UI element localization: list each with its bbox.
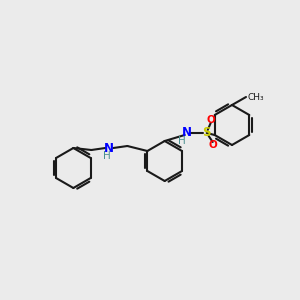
Text: O: O [208, 140, 217, 150]
Text: N: N [182, 127, 192, 140]
Text: O: O [206, 115, 215, 125]
Text: H: H [178, 136, 186, 146]
Text: N: N [104, 142, 114, 154]
Text: S: S [202, 127, 211, 140]
Text: CH₃: CH₃ [247, 92, 264, 101]
Text: H: H [103, 151, 111, 161]
